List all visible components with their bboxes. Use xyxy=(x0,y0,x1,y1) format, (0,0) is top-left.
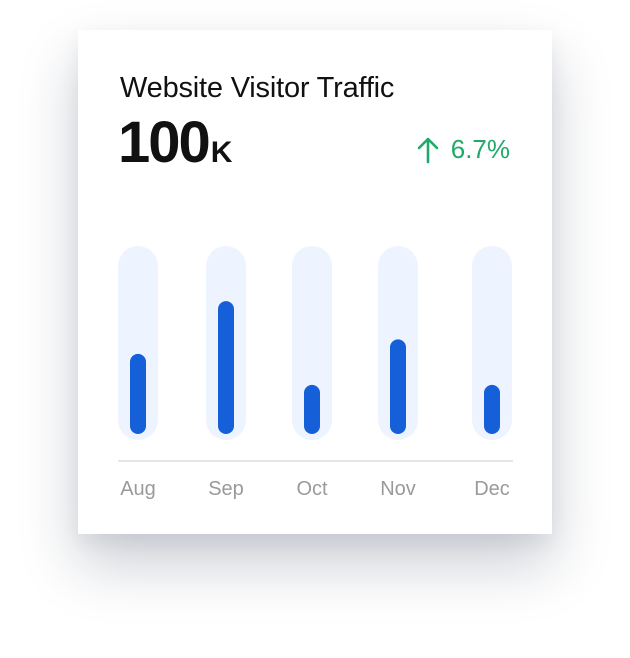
bar-sep xyxy=(218,301,234,434)
x-tick-label-dec: Dec xyxy=(474,478,510,500)
visitor-bar-chart: Aug Sep Oct Nov Dec xyxy=(118,246,513,500)
bar-track-aug xyxy=(118,246,158,440)
card-title: Website Visitor Traffic xyxy=(120,72,395,104)
bar-track-dec xyxy=(472,246,512,440)
bar-dec xyxy=(484,384,500,434)
x-tick-label-sep: Sep xyxy=(208,478,244,500)
bar-oct xyxy=(304,384,320,434)
metric-total: 100K xyxy=(118,114,232,172)
bar-track-oct xyxy=(292,246,332,440)
change-indicator: 6.7% xyxy=(417,134,510,165)
x-tick-label-aug: Aug xyxy=(120,478,156,500)
metric-unit: K xyxy=(210,136,233,169)
bar-aug xyxy=(130,353,146,434)
arrow-up-icon xyxy=(417,137,439,163)
metric-value: 100 xyxy=(118,110,211,175)
x-tick-label-oct: Oct xyxy=(296,478,328,500)
change-value: 6.7% xyxy=(450,134,510,164)
x-tick-label-nov: Nov xyxy=(380,478,416,500)
bar-nov xyxy=(390,339,406,434)
visitor-traffic-card: Website Visitor Traffic 100K 6.7% Aug Sep… xyxy=(78,30,552,534)
